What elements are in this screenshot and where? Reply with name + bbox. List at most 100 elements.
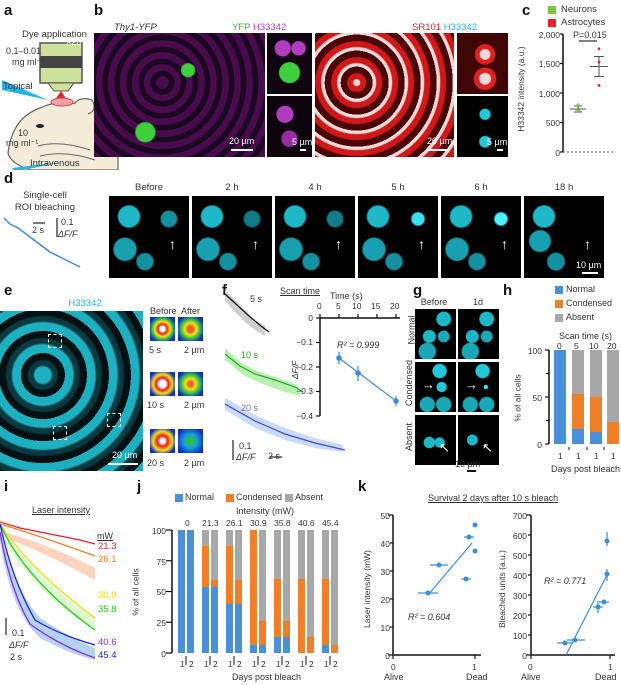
y-tick: −0.3 bbox=[296, 386, 313, 396]
condensed-before-image: → bbox=[415, 362, 456, 412]
yfp-h33342-micrograph: 20 µm bbox=[94, 33, 265, 157]
legend-swatch-absent bbox=[555, 314, 563, 322]
row-label-condensed: Condensed bbox=[404, 359, 415, 407]
objective-magnification: ×20 bbox=[66, 37, 82, 47]
y-tick: 25 bbox=[156, 618, 166, 628]
y-tick: 0 bbox=[537, 440, 542, 450]
time-scale-label: 2 s bbox=[10, 652, 23, 662]
y-axis-label: H33342 intensity (a.u.) bbox=[515, 46, 526, 132]
y-axis-label: % of all cells bbox=[130, 568, 141, 616]
timepoint-image-18h: ↑ 10 µm bbox=[524, 196, 604, 278]
scan-time-label: 20 s bbox=[147, 458, 165, 468]
trace-label-10s: 10 s bbox=[241, 350, 259, 360]
h33342-cyan-inset-micrograph: 5 µm bbox=[457, 96, 508, 157]
column-before: Before bbox=[420, 297, 448, 307]
day-tick: 2 bbox=[285, 659, 290, 669]
legend-swatch-normal bbox=[175, 494, 183, 502]
roi-box bbox=[107, 413, 121, 427]
timepoint-image-4h: ↑ bbox=[275, 196, 355, 278]
heatmap-before-5s bbox=[150, 317, 175, 341]
bleached-units-survival-chart bbox=[526, 514, 615, 659]
y-tick: 500 bbox=[512, 551, 527, 561]
legend-normal: Normal bbox=[566, 284, 596, 294]
amplitude-unit: ΔF/F bbox=[58, 229, 78, 239]
arrow-up-icon: ↑ bbox=[335, 236, 342, 252]
scale-bar bbox=[467, 470, 476, 472]
y-axis-label: Bleached units (a.u.) bbox=[496, 550, 507, 628]
scale-bar-label: 10 µm bbox=[455, 459, 481, 469]
r-squared-annotation: R² = 0.604 bbox=[408, 612, 451, 622]
h33342-title: H33342 bbox=[68, 298, 102, 309]
dye-application-title: Dye application bbox=[22, 29, 87, 40]
scan-time-scatter-chart bbox=[316, 314, 400, 417]
h33342-magenta-label: H33342 bbox=[252, 22, 287, 33]
legend-absent: Absent bbox=[566, 312, 595, 322]
amplitude-unit: ΔF/F bbox=[9, 640, 29, 650]
scale-bar bbox=[300, 149, 306, 151]
absent-after-image: ↖ bbox=[458, 415, 499, 465]
y-tick: 1,500 bbox=[538, 59, 560, 69]
x-tick: 15 bbox=[371, 301, 381, 311]
inset-scale-label: 2 µm bbox=[184, 400, 205, 410]
timepoint-label: 18 h bbox=[554, 182, 574, 193]
top-tick: 0 bbox=[185, 518, 190, 528]
roi-bleaching-title-1: Single-cell bbox=[23, 190, 67, 201]
legend-condensed: Condensed bbox=[236, 492, 283, 502]
top-tick: 10 bbox=[589, 341, 599, 351]
intensity-stacked-bar-chart bbox=[166, 529, 338, 665]
scale-bar-label: 5 µm bbox=[292, 137, 312, 147]
y-tick: 20 bbox=[380, 595, 390, 605]
heatmap-after-20s bbox=[178, 429, 203, 453]
p-value-annotation: P=0.015 bbox=[573, 30, 607, 40]
sr101-inset-micrograph bbox=[457, 33, 508, 94]
y-tick: 300 bbox=[512, 591, 527, 601]
scan-time-title: Scan time bbox=[280, 286, 321, 296]
top-tick: 26.1 bbox=[226, 518, 243, 528]
top-tick: 35.8 bbox=[274, 518, 291, 528]
legend-swatch-neurons bbox=[548, 6, 556, 14]
scale-bar-label: 10 µm bbox=[576, 260, 602, 270]
scan-time-axis-label: Scan time (s) bbox=[559, 331, 613, 341]
legend-swatch-condensed bbox=[555, 300, 563, 308]
y-tick: 50 bbox=[380, 511, 390, 521]
scale-bar-label: 20 µm bbox=[427, 136, 453, 146]
yfp-h33342-title: YFP H33342 bbox=[232, 22, 286, 33]
panel-label-i: i bbox=[4, 478, 9, 495]
x-tick: 5 bbox=[336, 301, 341, 311]
p-value-text: P=0.015 bbox=[573, 30, 607, 40]
intensity-axis-label: Intensity (mW) bbox=[236, 506, 295, 516]
legend-astrocytes: Astrocytes bbox=[561, 17, 606, 28]
normal-after-image bbox=[458, 309, 499, 359]
timepoint-label: 6 h bbox=[474, 182, 488, 193]
panel-label-g: g bbox=[413, 282, 423, 299]
legend-normal: Normal bbox=[185, 492, 215, 502]
timepoint-label: 5 h bbox=[391, 182, 405, 193]
x-axis-label: Days post bleach bbox=[551, 464, 621, 474]
x-tick: 20 bbox=[390, 301, 400, 311]
arrow-up-icon: ↑ bbox=[584, 236, 591, 252]
day-tick: 1 bbox=[576, 451, 581, 461]
timepoint-label: 2 h bbox=[225, 182, 239, 193]
x-tick-1: 1 bbox=[472, 662, 477, 672]
alive-label: Alive bbox=[521, 672, 541, 682]
x-tick-0: 0 bbox=[391, 662, 396, 672]
y-tick: 0 bbox=[555, 148, 560, 158]
laser-intensity-title: Laser intensity bbox=[32, 505, 91, 515]
unit-label: mW bbox=[97, 531, 113, 541]
y-tick: 200 bbox=[512, 611, 527, 621]
r-squared-annotation: R² = 0.999 bbox=[337, 340, 380, 350]
scale-bar bbox=[497, 149, 503, 151]
arrow-up-left-icon: ↖ bbox=[439, 440, 450, 455]
x-axis-label: Time (s) bbox=[330, 291, 363, 301]
panel-label-h: h bbox=[503, 282, 513, 299]
legend-swatch-absent bbox=[285, 494, 293, 502]
inset-scale-label: 2 µm bbox=[184, 345, 205, 355]
scale-bar bbox=[427, 149, 449, 151]
day-tick: 1 bbox=[594, 451, 599, 461]
y-tick: 100 bbox=[512, 631, 527, 641]
day-tick: 1 bbox=[558, 451, 563, 461]
top-tick: 30.9 bbox=[250, 518, 267, 528]
scale-bar bbox=[231, 149, 253, 151]
day-tick: 1 bbox=[204, 659, 209, 669]
